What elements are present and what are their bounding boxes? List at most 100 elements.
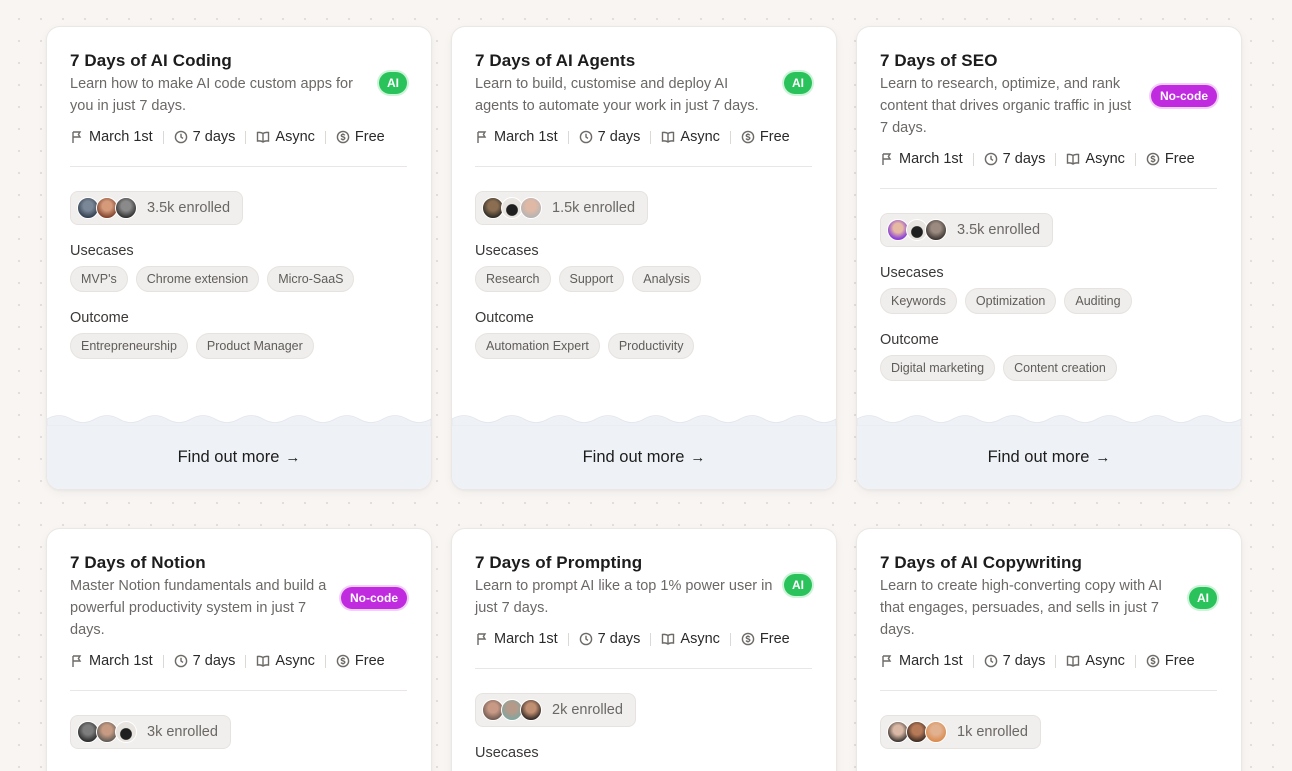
avatar-stack	[482, 197, 542, 219]
usecase-tags: Research Support Analysis	[475, 266, 812, 292]
meta-separator	[1055, 152, 1057, 166]
enrolled-count: 3k enrolled	[147, 724, 218, 740]
flag-icon	[882, 655, 892, 667]
clock-icon	[984, 654, 997, 668]
meta-date: March 1st	[475, 129, 558, 145]
meta-date: March 1st	[70, 129, 153, 145]
avatar	[925, 219, 947, 241]
outcome-label: Outcome	[880, 332, 939, 348]
clock-icon	[174, 130, 187, 144]
meta-date: March 1st	[475, 631, 558, 647]
course-meta: March 1st 7 days Async Free	[880, 653, 1217, 669]
coin-icon	[741, 130, 755, 144]
meta-separator	[324, 130, 326, 144]
course-card-ai-coding[interactable]: 7 Days of AI Coding Learn how to make AI…	[46, 26, 432, 490]
outcome-label: Outcome	[70, 310, 129, 326]
avatar-stack	[887, 721, 947, 743]
find-out-more-link[interactable]: Find out more →	[582, 448, 706, 466]
meta-separator	[1055, 654, 1057, 668]
outcome-tag: Automation Expert	[475, 333, 600, 359]
course-meta: March 1st 7 days Async Free	[70, 653, 407, 669]
avatar-stack	[887, 219, 947, 241]
coin-icon	[336, 654, 350, 668]
avatar-stack	[482, 699, 542, 721]
meta-price: Free	[336, 129, 385, 145]
enrolled-pill: 1.5k enrolled	[475, 191, 649, 225]
meta-separator	[162, 654, 164, 668]
outcome-tags: Automation Expert Productivity	[475, 333, 812, 359]
meta-duration: 7 days	[984, 653, 1045, 669]
flag-icon	[477, 633, 487, 645]
flag-icon	[72, 655, 82, 667]
find-out-more-link[interactable]: Find out more →	[177, 448, 301, 466]
meta-duration: 7 days	[579, 129, 640, 145]
meta-price: Free	[336, 653, 385, 669]
course-meta: March 1st 7 days Async Free	[880, 151, 1217, 167]
outcome-tag: Digital marketing	[880, 355, 996, 381]
book-icon	[1067, 655, 1080, 667]
course-card-prompting[interactable]: 7 Days of Prompting Learn to prompt AI l…	[451, 528, 837, 771]
divider	[475, 668, 812, 669]
course-description: Learn how to make AI code custom apps fo…	[70, 76, 353, 114]
arrow-right-icon: →	[690, 449, 706, 466]
meta-format: Async	[661, 129, 720, 145]
meta-separator	[567, 130, 569, 144]
flag-icon	[882, 153, 892, 165]
flag-icon	[477, 131, 487, 143]
ai-badge: AI	[379, 72, 407, 94]
card-footer: Find out more →	[452, 415, 836, 489]
coin-icon	[1146, 654, 1160, 668]
course-card-ai-copywriting[interactable]: 7 Days of AI Copywriting Learn to create…	[856, 528, 1242, 771]
course-description: Learn to prompt AI like a top 1% power u…	[475, 578, 773, 616]
enrolled-pill: 2k enrolled	[475, 693, 636, 727]
avatar	[115, 197, 137, 219]
usecase-tag: Auditing	[1064, 288, 1132, 314]
enrolled-pill: 3.5k enrolled	[70, 191, 244, 225]
book-icon	[662, 633, 675, 645]
course-title: 7 Days of SEO	[880, 51, 998, 70]
meta-separator	[245, 654, 247, 668]
meta-format: Async	[1066, 653, 1125, 669]
meta-format: Async	[256, 129, 315, 145]
course-description: Master Notion fundamentals and build a p…	[70, 578, 327, 638]
card-footer: Find out more →	[47, 415, 431, 489]
meta-duration: 7 days	[174, 653, 235, 669]
coin-icon	[336, 130, 350, 144]
meta-format: Async	[1066, 151, 1125, 167]
divider	[70, 690, 407, 691]
enrolled-count: 3.5k enrolled	[147, 200, 231, 216]
course-title: 7 Days of AI Copywriting	[880, 553, 1083, 572]
outcome-tag: Entrepreneurship	[70, 333, 188, 359]
meta-separator	[972, 654, 974, 668]
divider	[880, 188, 1217, 189]
usecase-tag: Micro-SaaS	[267, 266, 355, 292]
clock-icon	[984, 152, 997, 166]
meta-separator	[1134, 654, 1136, 668]
meta-separator	[729, 632, 731, 646]
avatar	[520, 197, 542, 219]
avatar	[925, 721, 947, 743]
book-icon	[662, 131, 675, 143]
ai-badge: AI	[1189, 587, 1217, 609]
course-description: Learn to create high-converting copy wit…	[880, 578, 1163, 638]
avatar-stack	[77, 197, 137, 219]
ai-badge: AI	[784, 72, 812, 94]
meta-separator	[245, 130, 247, 144]
meta-duration: 7 days	[579, 631, 640, 647]
usecase-tags: Keywords Optimization Auditing	[880, 288, 1217, 314]
course-card-ai-agents[interactable]: 7 Days of AI Agents Learn to build, cust…	[451, 26, 837, 490]
outcome-tag: Productivity	[607, 333, 695, 359]
course-card-seo[interactable]: 7 Days of SEO Learn to research, optimiz…	[856, 26, 1242, 490]
usecase-tags: MVP's Chrome extension Micro-SaaS	[70, 266, 407, 292]
enrolled-pill: 3.5k enrolled	[880, 213, 1054, 247]
course-meta: March 1st 7 days Async Free	[70, 129, 407, 145]
enrolled-count: 1.5k enrolled	[552, 200, 636, 216]
meta-duration: 7 days	[984, 151, 1045, 167]
meta-separator	[650, 632, 652, 646]
find-out-more-link[interactable]: Find out more →	[987, 448, 1111, 466]
meta-price: Free	[1146, 151, 1195, 167]
usecase-tag: Optimization	[964, 288, 1057, 314]
avatar	[520, 699, 542, 721]
meta-separator	[1134, 152, 1136, 166]
course-card-notion[interactable]: 7 Days of Notion Master Notion fundament…	[46, 528, 432, 771]
